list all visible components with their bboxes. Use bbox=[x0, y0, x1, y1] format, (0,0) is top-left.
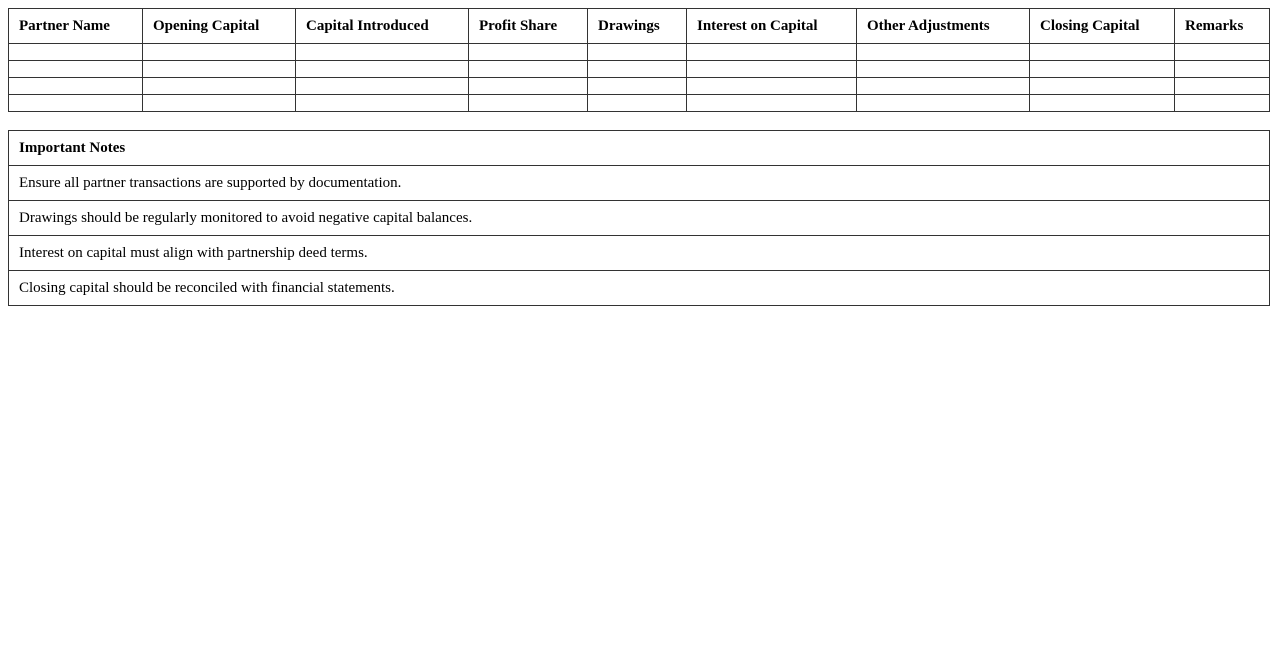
table-cell bbox=[8, 60, 143, 78]
table-cell bbox=[587, 94, 687, 112]
table-cell bbox=[468, 60, 588, 78]
table-cell bbox=[468, 43, 588, 61]
table-cell bbox=[8, 77, 143, 95]
table-cell bbox=[1029, 43, 1175, 61]
table-cell bbox=[1029, 77, 1175, 95]
important-notes-table: Important Notes Ensure all partner trans… bbox=[8, 130, 1270, 306]
table-cell bbox=[1174, 94, 1270, 112]
table-cell bbox=[142, 94, 296, 112]
table-cell bbox=[686, 43, 857, 61]
table-cell bbox=[587, 77, 687, 95]
table-cell bbox=[295, 94, 469, 112]
note-row: Ensure all partner transactions are supp… bbox=[8, 165, 1270, 201]
table-cell bbox=[142, 77, 296, 95]
notes-title-row: Important Notes bbox=[8, 130, 1270, 166]
note-row: Interest on capital must align with part… bbox=[8, 235, 1270, 271]
note-item: Ensure all partner transactions are supp… bbox=[8, 165, 1270, 201]
table-cell bbox=[142, 60, 296, 78]
table-cell bbox=[1174, 43, 1270, 61]
column-header: Other Adjustments bbox=[856, 8, 1030, 44]
table-cell bbox=[142, 43, 296, 61]
table-cell bbox=[856, 43, 1030, 61]
note-item: Drawings should be regularly monitored t… bbox=[8, 200, 1270, 236]
table-cell bbox=[686, 77, 857, 95]
table-row bbox=[8, 60, 1270, 78]
table-cell bbox=[856, 94, 1030, 112]
column-header: Capital Introduced bbox=[295, 8, 469, 44]
partner-capital-table: Partner Name Opening Capital Capital Intro… bbox=[8, 8, 1270, 112]
table-cell bbox=[8, 43, 143, 61]
table-cell bbox=[295, 60, 469, 78]
table-cell bbox=[1029, 60, 1175, 78]
table-row bbox=[8, 77, 1270, 95]
table-cell bbox=[1174, 60, 1270, 78]
column-header: Opening Capital bbox=[142, 8, 296, 44]
column-header: Interest on Capital bbox=[686, 8, 857, 44]
table-cell bbox=[1174, 77, 1270, 95]
table-cell bbox=[295, 43, 469, 61]
table-cell bbox=[295, 77, 469, 95]
column-header: Partner Name bbox=[8, 8, 143, 44]
table-row bbox=[8, 43, 1270, 61]
note-row: Closing capital should be reconciled wit… bbox=[8, 270, 1270, 306]
table-cell bbox=[468, 94, 588, 112]
table-cell bbox=[587, 43, 687, 61]
note-row: Drawings should be regularly monitored t… bbox=[8, 200, 1270, 236]
column-header: Remarks bbox=[1174, 8, 1270, 44]
column-header: Drawings bbox=[587, 8, 687, 44]
header-row: Partner Name Opening Capital Capital Intro… bbox=[8, 8, 1270, 44]
table-cell bbox=[686, 60, 857, 78]
table-cell bbox=[1029, 94, 1175, 112]
table-cell bbox=[856, 60, 1030, 78]
note-item: Closing capital should be reconciled wit… bbox=[8, 270, 1270, 306]
table-cell bbox=[587, 60, 687, 78]
table-cell bbox=[856, 77, 1030, 95]
column-header: Closing Capital bbox=[1029, 8, 1175, 44]
notes-title: Important Notes bbox=[8, 130, 1270, 166]
table-cell bbox=[8, 94, 143, 112]
note-item: Interest on capital must align with part… bbox=[8, 235, 1270, 271]
table-cell bbox=[686, 94, 857, 112]
table-row bbox=[8, 94, 1270, 112]
table-cell bbox=[468, 77, 588, 95]
column-header: Profit Share bbox=[468, 8, 588, 44]
